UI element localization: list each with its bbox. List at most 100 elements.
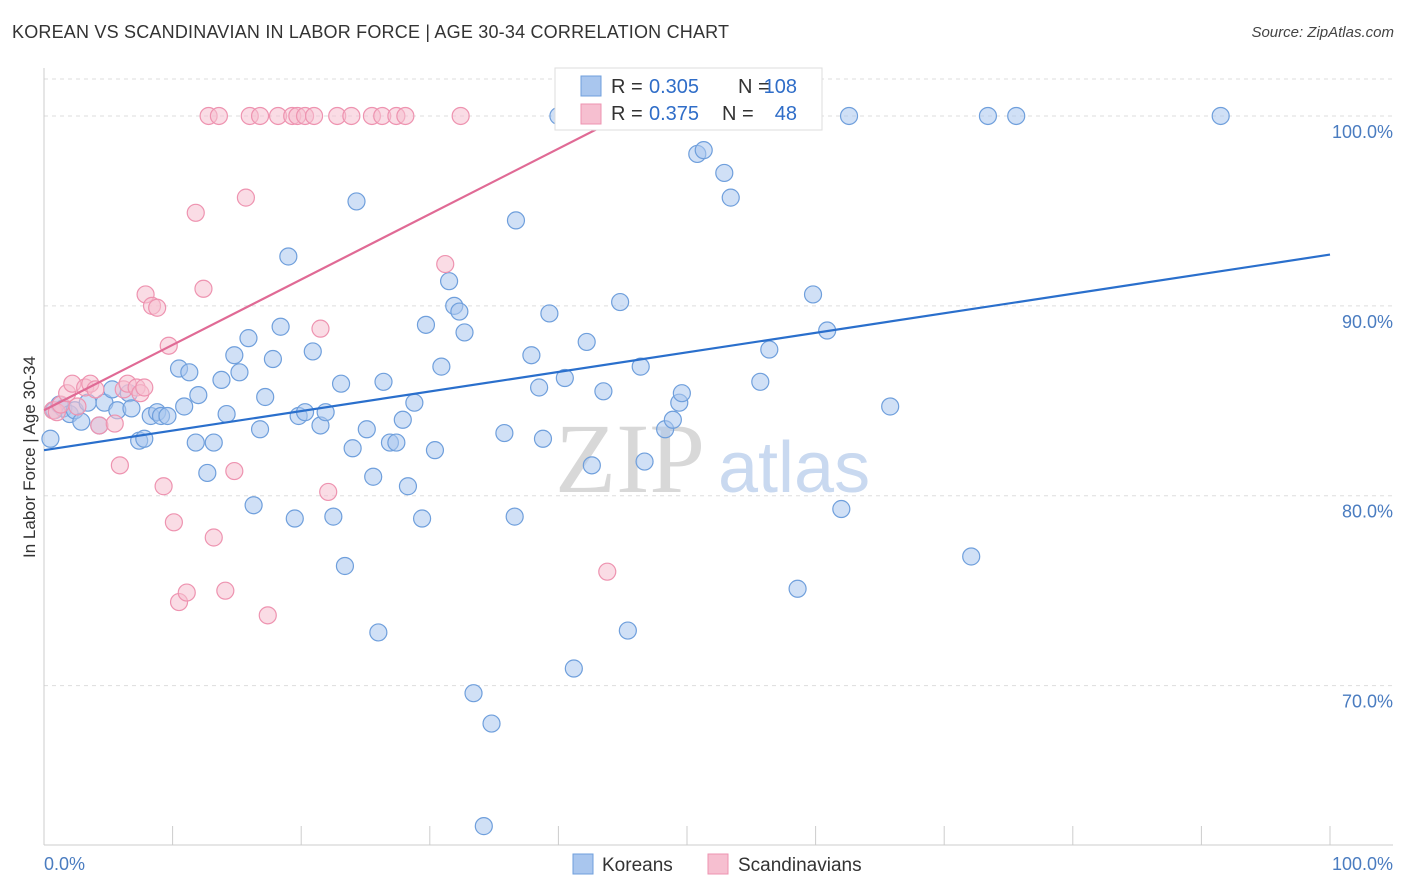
scandinavians-point-29: [209, 106, 228, 126]
series-legend: Koreans Scandinavians: [572, 853, 862, 876]
legend-r-value-scandinavians: 0.375: [649, 103, 699, 125]
koreans-point-91: [694, 141, 713, 160]
koreans-point-106: [1211, 106, 1230, 126]
scandinavians-point-42: [319, 482, 338, 502]
koreans-point-98: [803, 285, 823, 304]
watermark: ZIP atlas: [555, 403, 870, 514]
scandinavians-points: [43, 106, 617, 625]
source-note: Source: ZipAtlas.com: [1251, 24, 1394, 41]
x-tick-label-start: 0.0%: [44, 854, 85, 874]
legend-swatch-koreans: [580, 75, 602, 97]
scandinavians-point-44: [342, 106, 361, 126]
series-legend-label-koreans: Koreans: [602, 855, 673, 876]
legend-n-label-scandinavians: N =: [722, 103, 754, 125]
scandinavians-point-32: [236, 188, 256, 207]
y-tick-label-90: 90.0%: [1342, 312, 1393, 332]
koreans-point-96: [760, 340, 779, 359]
scandinavians-point-9: [90, 416, 109, 435]
koreans-point-83: [618, 621, 637, 640]
koreans-trend-line: [43, 253, 1331, 452]
scandinavians-point-26: [194, 279, 213, 298]
koreans-point-82: [611, 292, 630, 312]
y-tick-label-100: 100.0%: [1332, 122, 1393, 142]
koreans-point-104: [978, 106, 998, 126]
koreans-point-27: [212, 370, 231, 390]
x-tick-label-end: 100.0%: [1332, 854, 1393, 874]
koreans-point-46: [335, 556, 355, 576]
legend-r-value-koreans: 0.305: [649, 76, 699, 98]
koreans-point-74: [533, 429, 553, 448]
koreans-point-85: [635, 452, 654, 471]
legend-r-label-scandinavians: R =: [611, 103, 643, 125]
koreans-point-41: [303, 342, 322, 361]
scandinavians-point-30: [216, 581, 235, 600]
koreans-point-26: [204, 433, 223, 452]
koreans-point-62: [439, 272, 459, 291]
koreans-point-70: [505, 507, 524, 526]
koreans-point-71: [506, 211, 526, 230]
series-legend-label-scandinavians: Scandinavians: [738, 855, 862, 876]
koreans-point-58: [412, 509, 432, 528]
koreans-point-103: [962, 547, 981, 566]
koreans-point-44: [324, 507, 343, 526]
koreans-point-29: [225, 346, 244, 365]
koreans-point-15: [135, 429, 154, 448]
koreans-point-31: [239, 329, 258, 348]
koreans-point-49: [357, 420, 376, 439]
koreans-point-36: [271, 317, 290, 336]
koreans-point-24: [189, 385, 208, 405]
koreans-point-101: [839, 106, 859, 126]
koreans-point-72: [522, 346, 541, 365]
scandinavians-point-10: [105, 414, 124, 433]
legend-n-value-scandinavians: 48: [775, 103, 797, 125]
koreans-point-66: [464, 684, 483, 703]
koreans-point-92: [715, 163, 734, 183]
koreans-point-55: [393, 410, 412, 429]
koreans-point-54: [387, 433, 406, 452]
scandinavians-point-48: [396, 106, 415, 126]
koreans-point-93: [721, 188, 740, 207]
legend-r-label-koreans: R =: [611, 76, 643, 98]
x-ticks: [43, 826, 1331, 845]
axes: [43, 68, 1393, 846]
koreans-point-89: [672, 384, 691, 403]
series-legend-swatch-koreans: [572, 853, 594, 875]
trend-lines: [43, 114, 1331, 452]
koreans-point-25: [198, 463, 217, 483]
scandinavians-point-16: [135, 378, 154, 397]
koreans-point-84: [631, 357, 650, 376]
koreans-point-69: [495, 423, 514, 443]
koreans-point-19: [158, 406, 177, 426]
koreans-point-51: [369, 623, 388, 642]
scandinavians-point-5: [68, 397, 87, 416]
scandinavians-point-50: [451, 106, 470, 126]
y-axis-label: In Labor Force | Age 30-34: [20, 356, 39, 558]
koreans-point-81: [594, 382, 613, 401]
scandinavians-point-25: [186, 203, 205, 222]
scandinavians-point-41: [311, 319, 330, 338]
y-tick-label-70: 70.0%: [1342, 692, 1393, 712]
koreans-point-80: [582, 456, 601, 475]
legend-n-value-koreans: 108: [764, 76, 797, 98]
scandinavians-point-49: [436, 254, 455, 274]
series-legend-swatch-scandinavians: [707, 853, 729, 875]
koreans-point-105: [1007, 106, 1026, 126]
y-tick-label-80: 80.0%: [1342, 502, 1393, 522]
koreans-point-0: [41, 429, 60, 448]
koreans-point-22: [180, 363, 199, 382]
koreans-point-50: [364, 467, 383, 486]
koreans-point-68: [482, 714, 501, 733]
koreans-point-6: [72, 412, 91, 431]
koreans-point-13: [122, 399, 141, 418]
koreans-point-47: [343, 439, 362, 458]
y-tick-labels: 70.0% 80.0% 90.0% 100.0%: [1332, 122, 1393, 712]
scandinavians-point-20: [154, 477, 173, 496]
legend-n-label-koreans: N =: [738, 76, 770, 98]
koreans-point-95: [751, 372, 770, 391]
watermark-zip: ZIP: [555, 403, 705, 514]
koreans-point-77: [555, 368, 574, 388]
scandinavians-trend-line: [43, 114, 624, 412]
scandinavians-point-24: [177, 583, 196, 602]
koreans-point-37: [279, 247, 298, 266]
